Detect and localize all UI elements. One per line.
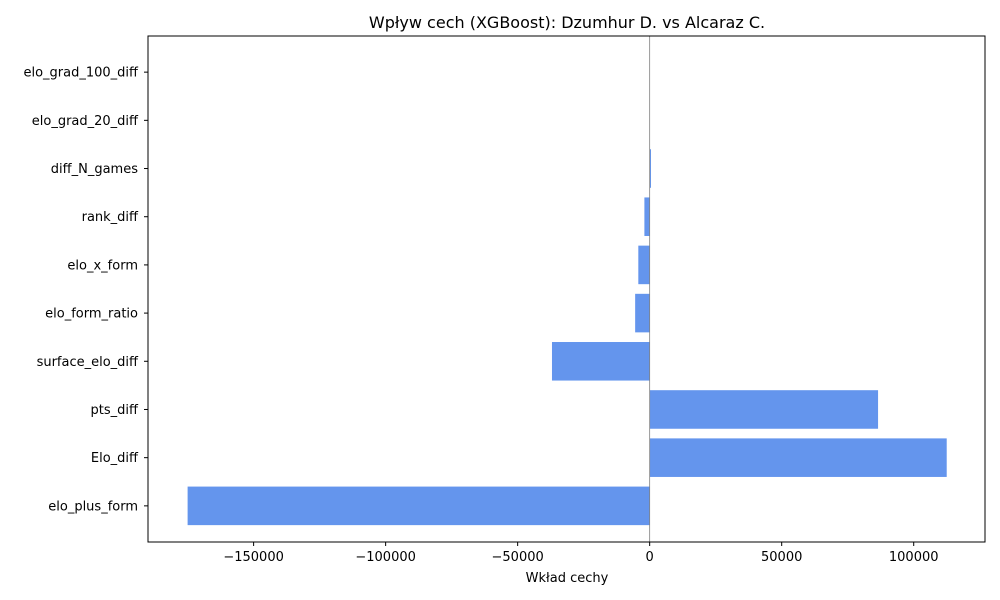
bar-elo_plus_form: [187, 486, 650, 526]
x-tick-label: −50000: [492, 550, 544, 565]
y-tick-label: elo_plus_form: [48, 499, 138, 514]
y-tick-label: elo_grad_100_diff: [23, 66, 139, 81]
bar-elo_form_ratio: [635, 293, 650, 333]
y-tick-label: rank_diff: [82, 210, 139, 225]
x-axis-label: Wkład cechy: [526, 571, 609, 586]
x-axis-ticks: −150000 −100000 −50000 0 50000 100000: [223, 542, 939, 565]
x-tick-label: 50000: [761, 550, 802, 565]
y-axis-ticks: elo_plus_form Elo_diff pts_diff surface_elo…: [23, 66, 148, 514]
y-tick-label: elo_grad_20_diff: [32, 114, 139, 129]
chart-title: Wpływ cech (XGBoost): Dzumhur D. vs Alca…: [369, 13, 765, 32]
y-tick-label: elo_x_form: [67, 258, 138, 273]
y-tick-label: surface_elo_diff: [37, 355, 139, 370]
y-tick-label: pts_diff: [91, 403, 139, 418]
bar-elo_x_form: [638, 245, 650, 285]
x-tick-label: 100000: [889, 550, 939, 565]
bar-pts_diff: [649, 390, 879, 429]
bar-Elo_diff: [649, 438, 947, 477]
y-tick-label: diff_N_games: [51, 162, 138, 177]
y-tick-label: Elo_diff: [91, 451, 139, 466]
y-tick-label: elo_form_ratio: [45, 307, 138, 322]
bar-surface_elo_diff: [551, 342, 650, 381]
bar-diff_N_games: [649, 149, 651, 188]
bar-rank_diff: [644, 197, 650, 236]
x-tick-label: −150000: [223, 550, 284, 565]
x-tick-label: 0: [646, 550, 654, 565]
x-tick-label: −100000: [355, 550, 416, 565]
plot-area-frame: [147, 35, 986, 543]
bars-layer: [187, 149, 947, 526]
